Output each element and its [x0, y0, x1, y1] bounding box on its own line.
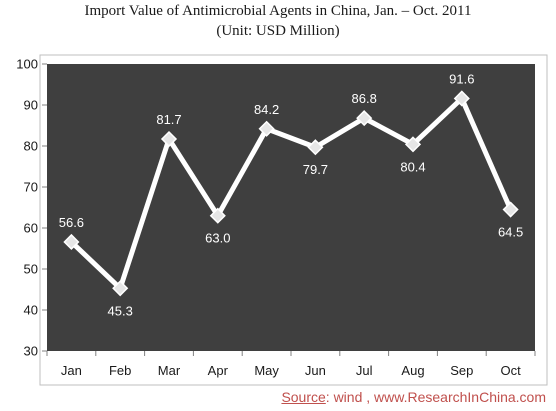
data-point-marker	[63, 233, 80, 251]
data-point-marker	[502, 201, 519, 218]
x-tick-label: Jul	[356, 363, 373, 378]
data-labels: 56.6 45.3 81.7 63.0 84.2 79.7 86.8 80.4 91.6 64.5	[59, 71, 524, 318]
data-point-marker	[453, 90, 470, 107]
data-point-marker	[112, 280, 129, 297]
data-label: 56.6	[59, 215, 84, 230]
data-point-marker	[404, 136, 422, 153]
x-tick-label: May	[254, 363, 279, 378]
x-tick-label: Mar	[158, 363, 181, 378]
y-tick-label: 90	[24, 98, 38, 113]
data-label: 63.0	[205, 231, 230, 246]
data-label: 45.3	[108, 303, 133, 318]
y-tick-label: 100	[16, 57, 38, 72]
data-label: 79.7	[303, 162, 328, 177]
chart-title: Import Value of Antimicrobial Agents in …	[84, 3, 472, 19]
x-tick-label: Aug	[401, 363, 424, 378]
data-label: 91.6	[449, 71, 474, 86]
y-tick-label: 40	[24, 303, 38, 318]
y-tick-label: 50	[24, 262, 38, 277]
data-point-marker	[160, 130, 178, 148]
x-tick-label: Feb	[109, 363, 131, 378]
y-tick-label: 70	[24, 180, 38, 195]
plot-area	[47, 64, 535, 351]
data-label: 80.4	[400, 159, 425, 174]
series-line	[68, 95, 514, 291]
y-tick-label: 80	[24, 139, 38, 154]
x-tick-label: Sep	[450, 363, 473, 378]
data-point-marker	[356, 110, 373, 127]
data-markers	[63, 90, 519, 297]
source-label: Source	[281, 389, 326, 405]
source-note: Source: wind , www.ResearchInChina.com	[281, 389, 546, 405]
y-tick-label: 30	[24, 344, 38, 359]
y-axis: 30 40 50 60 70 80 90 100	[16, 57, 47, 359]
y-tick-label: 60	[24, 221, 38, 236]
chart-subtitle: (Unit: USD Million)	[216, 23, 340, 39]
x-tick-label: Jun	[305, 363, 326, 378]
data-label: 84.2	[254, 102, 279, 117]
data-label: 81.7	[156, 112, 181, 127]
data-point-marker	[258, 120, 275, 137]
x-tick-label: Apr	[208, 363, 229, 378]
x-tick-label: Jan	[61, 363, 82, 378]
data-label: 86.8	[352, 91, 377, 106]
data-point-marker	[307, 139, 324, 156]
data-label: 64.5	[498, 225, 523, 240]
x-tick-label: Oct	[500, 363, 521, 378]
source-text: : wind , www.ResearchInChina.com	[325, 389, 546, 405]
x-axis: Jan Feb Mar Apr May Jun Jul Aug Sep Oct	[46, 351, 536, 378]
chart-frame	[39, 54, 548, 386]
data-point-marker	[209, 207, 226, 224]
